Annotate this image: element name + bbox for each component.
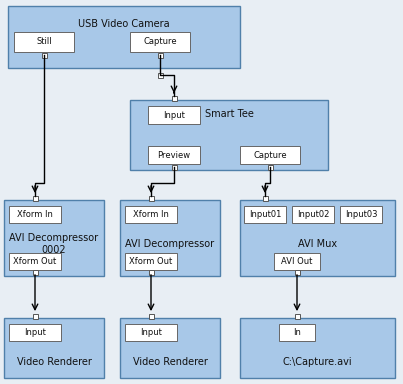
Text: AVI Out: AVI Out (281, 257, 313, 266)
Text: AVI Decompressor
0002: AVI Decompressor 0002 (9, 233, 99, 255)
Text: Xform Out: Xform Out (13, 257, 57, 266)
Text: Xform Out: Xform Out (129, 257, 172, 266)
Text: Input: Input (24, 328, 46, 337)
Bar (9, 324, 61, 341)
Bar (148, 195, 154, 200)
Bar (340, 206, 382, 223)
Text: Preview: Preview (158, 151, 191, 159)
Text: Input01: Input01 (249, 210, 281, 219)
Text: Input02: Input02 (297, 210, 329, 219)
Text: USB Video Camera: USB Video Camera (78, 19, 170, 29)
Bar (292, 206, 334, 223)
Bar (33, 313, 37, 318)
Bar (295, 313, 299, 318)
Bar (172, 96, 177, 101)
Bar (262, 195, 268, 200)
Bar (279, 324, 315, 341)
Bar (125, 206, 177, 223)
Bar (244, 206, 286, 223)
Bar (8, 6, 240, 68)
Bar (158, 53, 162, 58)
Bar (9, 206, 61, 223)
Text: Input: Input (140, 328, 162, 337)
Text: Video Renderer: Video Renderer (133, 357, 208, 367)
Text: Xform In: Xform In (17, 210, 53, 219)
Bar (240, 146, 300, 164)
Bar (148, 313, 154, 318)
Bar (148, 106, 200, 124)
Text: Still: Still (36, 38, 52, 46)
Bar (295, 270, 299, 275)
Bar (4, 200, 104, 276)
Text: In: In (293, 328, 301, 337)
Text: Capture: Capture (253, 151, 287, 159)
Bar (148, 270, 154, 275)
Bar (125, 253, 177, 270)
Text: C:\Capture.avi: C:\Capture.avi (283, 357, 352, 367)
Bar (158, 73, 162, 78)
Bar (42, 53, 46, 58)
Bar (130, 100, 328, 170)
Bar (274, 253, 320, 270)
Bar (148, 146, 200, 164)
Bar (4, 318, 104, 378)
Bar (33, 270, 37, 275)
Text: Xform In: Xform In (133, 210, 169, 219)
Text: Smart Tee: Smart Tee (205, 109, 253, 119)
Bar (172, 164, 177, 169)
Text: Input: Input (163, 111, 185, 119)
Bar (120, 318, 220, 378)
Bar (9, 253, 61, 270)
Bar (268, 164, 272, 169)
Bar (33, 195, 37, 200)
Bar (240, 318, 395, 378)
Bar (14, 32, 74, 52)
Text: AVI Decompressor: AVI Decompressor (125, 239, 214, 249)
Text: AVI Mux: AVI Mux (298, 239, 337, 249)
Text: Video Renderer: Video Renderer (17, 357, 91, 367)
Bar (125, 324, 177, 341)
Text: Input03: Input03 (345, 210, 377, 219)
Bar (120, 200, 220, 276)
Bar (130, 32, 190, 52)
Text: Capture: Capture (143, 38, 177, 46)
Bar (240, 200, 395, 276)
